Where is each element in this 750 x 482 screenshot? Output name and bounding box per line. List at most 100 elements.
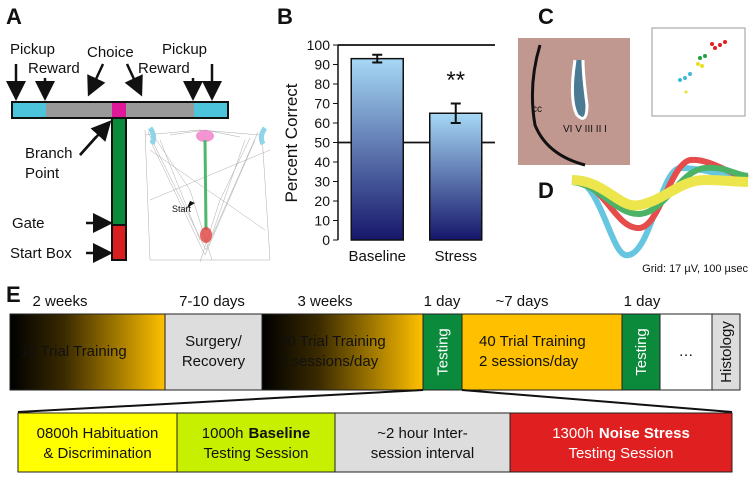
grid-note: Grid: 17 µV, 100 µsec xyxy=(642,263,748,275)
y-axis-label: Percent Correct xyxy=(282,83,301,202)
panel-d: D Grid: 17 µV, 100 µsec xyxy=(538,156,749,275)
duration-label: ~7 days xyxy=(496,293,549,310)
stage-box xyxy=(261,313,424,391)
label: Pickup xyxy=(10,41,55,58)
label: Gate xyxy=(12,215,45,232)
x-tick-label: Baseline xyxy=(348,248,406,265)
waveforms xyxy=(571,156,749,258)
label: Choice xyxy=(87,44,134,61)
stage-label: 2 sessions/day xyxy=(279,353,379,370)
label: cc xyxy=(532,104,542,115)
y-tick-label: 0 xyxy=(322,232,330,248)
histology-boundary xyxy=(530,44,586,167)
stage-label: Histology xyxy=(718,321,735,383)
y-tick-label: 70 xyxy=(314,96,330,112)
session-label: 1000h Baseline xyxy=(202,425,310,442)
error-bar xyxy=(372,53,383,64)
session-box xyxy=(334,412,511,473)
y-tick-label: 90 xyxy=(314,57,330,73)
duration-label: 1 day xyxy=(424,293,461,310)
arrow xyxy=(87,63,106,97)
electrode-track xyxy=(570,59,589,120)
session-label: & Discrimination xyxy=(43,445,151,462)
stage-box xyxy=(621,313,661,391)
stage-box xyxy=(711,313,741,391)
duration-label: 1 day xyxy=(624,293,661,310)
panel-label: A xyxy=(6,4,22,29)
trace-reward xyxy=(258,126,268,146)
stage-box xyxy=(9,313,166,391)
duration-label: 3 weeks xyxy=(297,293,352,310)
session-label: session interval xyxy=(371,445,474,462)
y-tick-label: 60 xyxy=(314,115,330,131)
stage-label: Testing xyxy=(435,328,452,376)
y-tick-label: 100 xyxy=(307,37,331,53)
session-box xyxy=(176,412,336,473)
stage-label: 10 Trial Training xyxy=(20,343,127,360)
trace-choice xyxy=(196,130,214,142)
zoom-line xyxy=(17,389,424,413)
y-tick-label: 40 xyxy=(314,154,330,170)
session-box xyxy=(17,412,178,473)
label: Branch xyxy=(25,145,73,162)
x-tick-label: Stress xyxy=(434,248,477,265)
session-time: 1300h xyxy=(552,425,594,442)
arrow xyxy=(187,201,195,208)
duration-label: 7-10 days xyxy=(179,293,245,310)
panel-e: E 2 weeks 7-10 days 3 weeks 1 day ~7 days 1 d… xyxy=(6,282,741,473)
session-label: Testing Session xyxy=(568,445,673,462)
trace-reward xyxy=(147,126,157,146)
session-condition: Baseline xyxy=(249,425,311,442)
stage-box xyxy=(461,313,623,391)
y-tick-label: 10 xyxy=(314,213,330,229)
y-tick-label: 30 xyxy=(314,174,330,190)
panel-label: D xyxy=(538,178,554,203)
trace-stem xyxy=(203,139,208,231)
stage-label: Testing xyxy=(633,328,650,376)
duration-label: 2 weeks xyxy=(32,293,87,310)
trace-start xyxy=(200,227,212,243)
panel-c: C cc VI V III II I xyxy=(518,4,746,167)
stage-box xyxy=(659,313,713,391)
label: Point xyxy=(25,165,60,182)
session-label: 0800h Habituation xyxy=(37,425,159,442)
panel-label: C xyxy=(538,4,554,29)
significance: ** xyxy=(446,67,465,94)
label: Start Box xyxy=(10,245,72,262)
bar xyxy=(429,112,483,241)
arrow xyxy=(79,120,112,156)
cluster-plot xyxy=(651,27,746,117)
stage-label: 40 Trial Training xyxy=(279,333,386,350)
stage-label: Surgery/ xyxy=(185,333,243,350)
choice-zone xyxy=(112,103,126,117)
y-tick-label: 80 xyxy=(314,76,330,92)
label: Reward xyxy=(138,60,190,77)
panel-a: A Pickup Reward Choice Pickup Reward Bra… xyxy=(6,4,271,263)
panel-b: B Percent Correct 0 10 20 30 40 50 60 70 80 90 100… xyxy=(277,4,495,265)
stage-label: … xyxy=(679,343,694,360)
session-label: ~2 hour Inter- xyxy=(377,425,467,442)
error-bar xyxy=(450,102,461,124)
cluster-points xyxy=(678,40,727,94)
stage-label: 2 sessions/day xyxy=(479,353,579,370)
session-label: Testing Session xyxy=(203,445,308,462)
arrow xyxy=(124,63,143,97)
label: Pickup xyxy=(162,41,207,58)
reward-zone xyxy=(13,103,46,117)
session-time: 1000h xyxy=(202,425,244,442)
bar xyxy=(350,57,404,241)
y-tick-label: 20 xyxy=(314,193,330,209)
y-tick-label: 50 xyxy=(314,135,330,151)
stage-label: Recovery xyxy=(182,353,246,370)
start-box xyxy=(111,224,127,261)
session-box xyxy=(509,412,733,473)
stage-box xyxy=(164,313,263,391)
zoom-line xyxy=(461,389,733,413)
panel-label: E xyxy=(6,282,21,307)
session-label: 1300h Noise Stress xyxy=(552,425,690,442)
stage-box xyxy=(422,313,463,391)
session-condition: Noise Stress xyxy=(599,425,690,442)
label: Reward xyxy=(28,60,80,77)
stage-label: 40 Trial Training xyxy=(479,333,586,350)
